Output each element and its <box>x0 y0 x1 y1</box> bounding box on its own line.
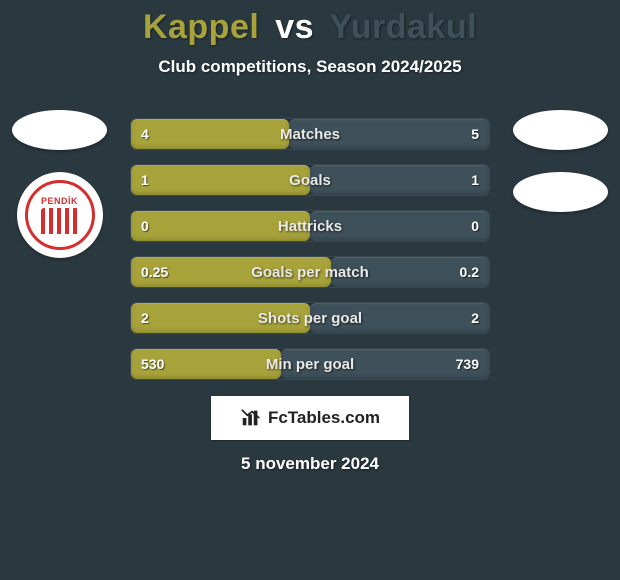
stat-right-value: 0.2 <box>450 257 489 287</box>
stat-left-value: 0 <box>131 211 159 241</box>
stat-right-value: 2 <box>461 303 489 333</box>
footer-date: 5 november 2024 <box>0 454 620 474</box>
watermark-text: FcTables.com <box>268 408 380 428</box>
stat-right-value: 0 <box>461 211 489 241</box>
player2-face-placeholder <box>513 110 608 150</box>
stat-row: 45Matches <box>130 118 490 150</box>
club-badge-top-text: PENDİK <box>41 197 78 206</box>
stat-row: 00Hattricks <box>130 210 490 242</box>
club-badge-stripes-icon <box>41 208 79 234</box>
stat-row: 0.250.2Goals per match <box>130 256 490 288</box>
stat-right-value: 5 <box>461 119 489 149</box>
watermark-badge: FcTables.com <box>211 396 409 440</box>
club-badge-graphic: PENDİK <box>25 180 95 250</box>
stat-row: 11Goals <box>130 164 490 196</box>
player2-name: Yurdakul <box>329 8 477 46</box>
bar-chart-icon <box>240 407 262 429</box>
stats-bars-region: 45Matches11Goals00Hattricks0.250.2Goals … <box>130 118 490 394</box>
stat-row: 530739Min per goal <box>130 348 490 380</box>
stat-right-value: 739 <box>446 349 489 379</box>
stat-bar-right <box>289 119 489 149</box>
vs-separator: vs <box>275 8 314 46</box>
player2-club-placeholder <box>513 172 608 212</box>
stat-left-value: 4 <box>131 119 159 149</box>
subtitle: Club competitions, Season 2024/2025 <box>0 57 620 77</box>
stat-left-value: 2 <box>131 303 159 333</box>
player1-name: Kappel <box>143 8 259 46</box>
player1-club-badge: PENDİK <box>17 172 103 258</box>
player1-face-placeholder <box>12 110 107 150</box>
player2-avatar-col <box>513 110 608 212</box>
stat-row: 22Shots per goal <box>130 302 490 334</box>
stat-left-value: 1 <box>131 165 159 195</box>
stat-left-value: 530 <box>131 349 174 379</box>
comparison-title: Kappel vs Yurdakul <box>0 0 620 47</box>
stat-left-value: 0.25 <box>131 257 178 287</box>
player1-avatar-col: PENDİK <box>12 110 107 258</box>
stat-right-value: 1 <box>461 165 489 195</box>
